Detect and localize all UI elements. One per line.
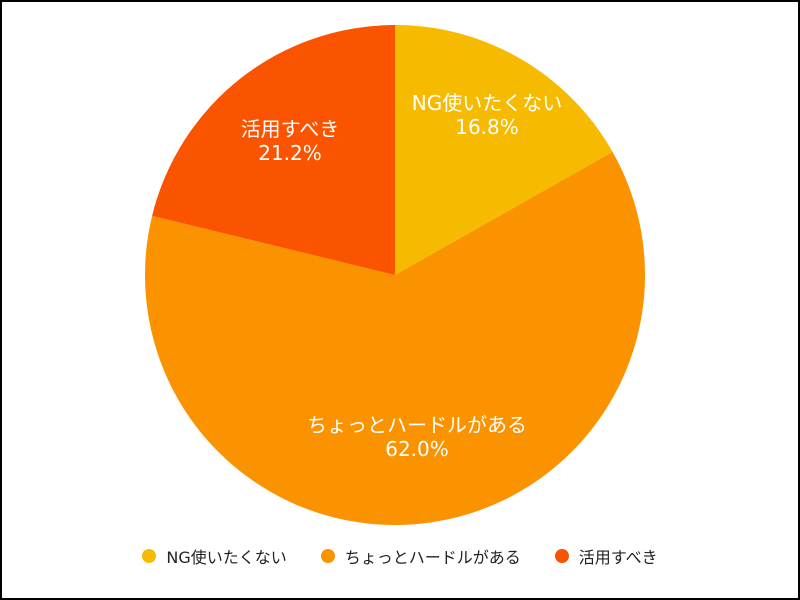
- slice-value-hurdle: 62.0%: [385, 437, 449, 461]
- legend-item-hurdle: ちょっとハードルがある: [320, 544, 521, 568]
- slice-value-ng: 16.8%: [455, 115, 519, 139]
- legend-label-should-use: 活用すべき: [578, 548, 658, 567]
- legend-swatch-ng: [142, 549, 157, 563]
- slice-label-should-use: 活用すべき: [241, 117, 340, 141]
- slice-label-ng: NG使いたくない: [412, 91, 562, 115]
- legend-label-ng: NG使いたくない: [166, 548, 287, 567]
- pie-slice-should-use: [152, 25, 395, 275]
- slice-label-hurdle: ちょっとハードルがある: [307, 413, 527, 437]
- legend-label-hurdle: ちょっとハードルがある: [344, 548, 521, 567]
- pie-slice-ng: [395, 25, 613, 275]
- legend-item-should-use: 活用すべき: [554, 544, 658, 568]
- legend: NG使いたくない ちょっとハードルがある 活用すべき: [2, 542, 798, 570]
- slice-value-should-use: 21.2%: [258, 141, 322, 165]
- legend-swatch-hurdle: [320, 549, 335, 563]
- pie-slice-hurdle: [144, 151, 645, 525]
- legend-item-ng: NG使いたくない: [142, 544, 287, 568]
- legend-swatch-should-use: [554, 549, 569, 563]
